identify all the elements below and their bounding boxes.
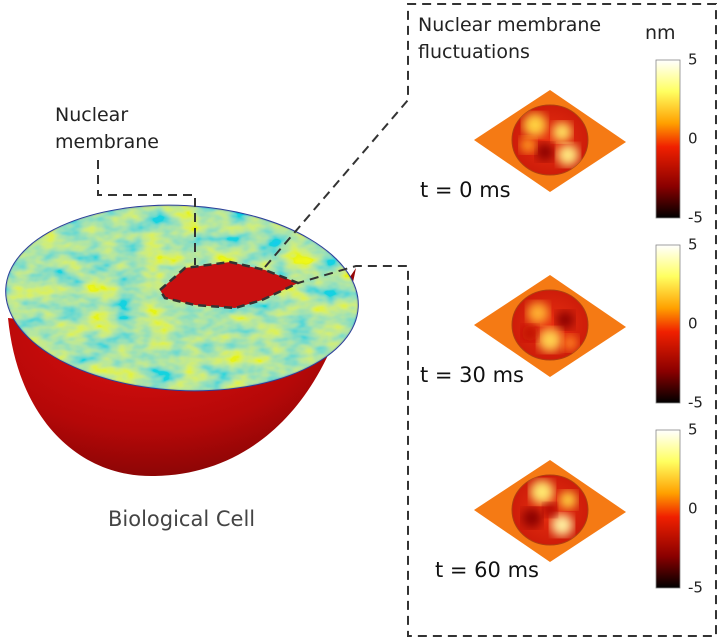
colorbar-tick-label: 0 [688,130,698,148]
nuclear-membrane-label: Nuclear membrane [55,104,159,153]
colorbar-tick-label: -5 [688,209,703,227]
blob [536,143,554,161]
blob [530,480,554,504]
cell-caption: Biological Cell [108,507,256,531]
blob [551,514,573,536]
colorbar [655,244,681,404]
blob [527,302,549,324]
unit-label: nm [645,22,676,44]
panels: t = 0 ms 5 0 -5 t = 30 ms 5 0 -5 t = 60 ms 5 0 -5 [420,51,703,597]
colorbar-tick-label: 5 [688,51,698,69]
blob [559,491,577,509]
time-label: t = 0 ms [420,178,511,202]
colorbar-tick-label: -5 [688,394,703,412]
blob [522,325,538,341]
nucleus [158,260,302,310]
colorbar [655,429,681,589]
blob [557,144,579,166]
time-label: t = 30 ms [420,363,524,387]
time-label: t = 60 ms [435,558,539,582]
colorbar [655,59,681,219]
blob [522,508,542,528]
colorbar-tick-label: 5 [688,236,698,254]
blob [556,311,574,329]
frame: t = 0 ms 5 0 -5 [420,51,703,227]
blob [523,113,547,137]
fluctuations [522,302,578,352]
colorbar-tick-label: 5 [688,421,698,439]
colorbar-tick-label: 0 [688,500,698,518]
fluctuations [520,113,579,166]
panel-title: Nuclear membrane fluctuations [418,14,602,63]
frame: t = 30 ms 5 0 -5 [420,236,703,412]
blob [552,122,572,142]
colorbar-tick-label: 0 [688,315,698,333]
blob [562,335,578,351]
fluctuations [522,480,577,536]
blob [543,503,557,517]
frame: t = 60 ms 5 0 -5 [435,421,703,597]
blob [520,137,536,153]
colorbar-tick-label: -5 [688,579,703,597]
connectors [97,3,717,637]
blob [538,328,562,352]
